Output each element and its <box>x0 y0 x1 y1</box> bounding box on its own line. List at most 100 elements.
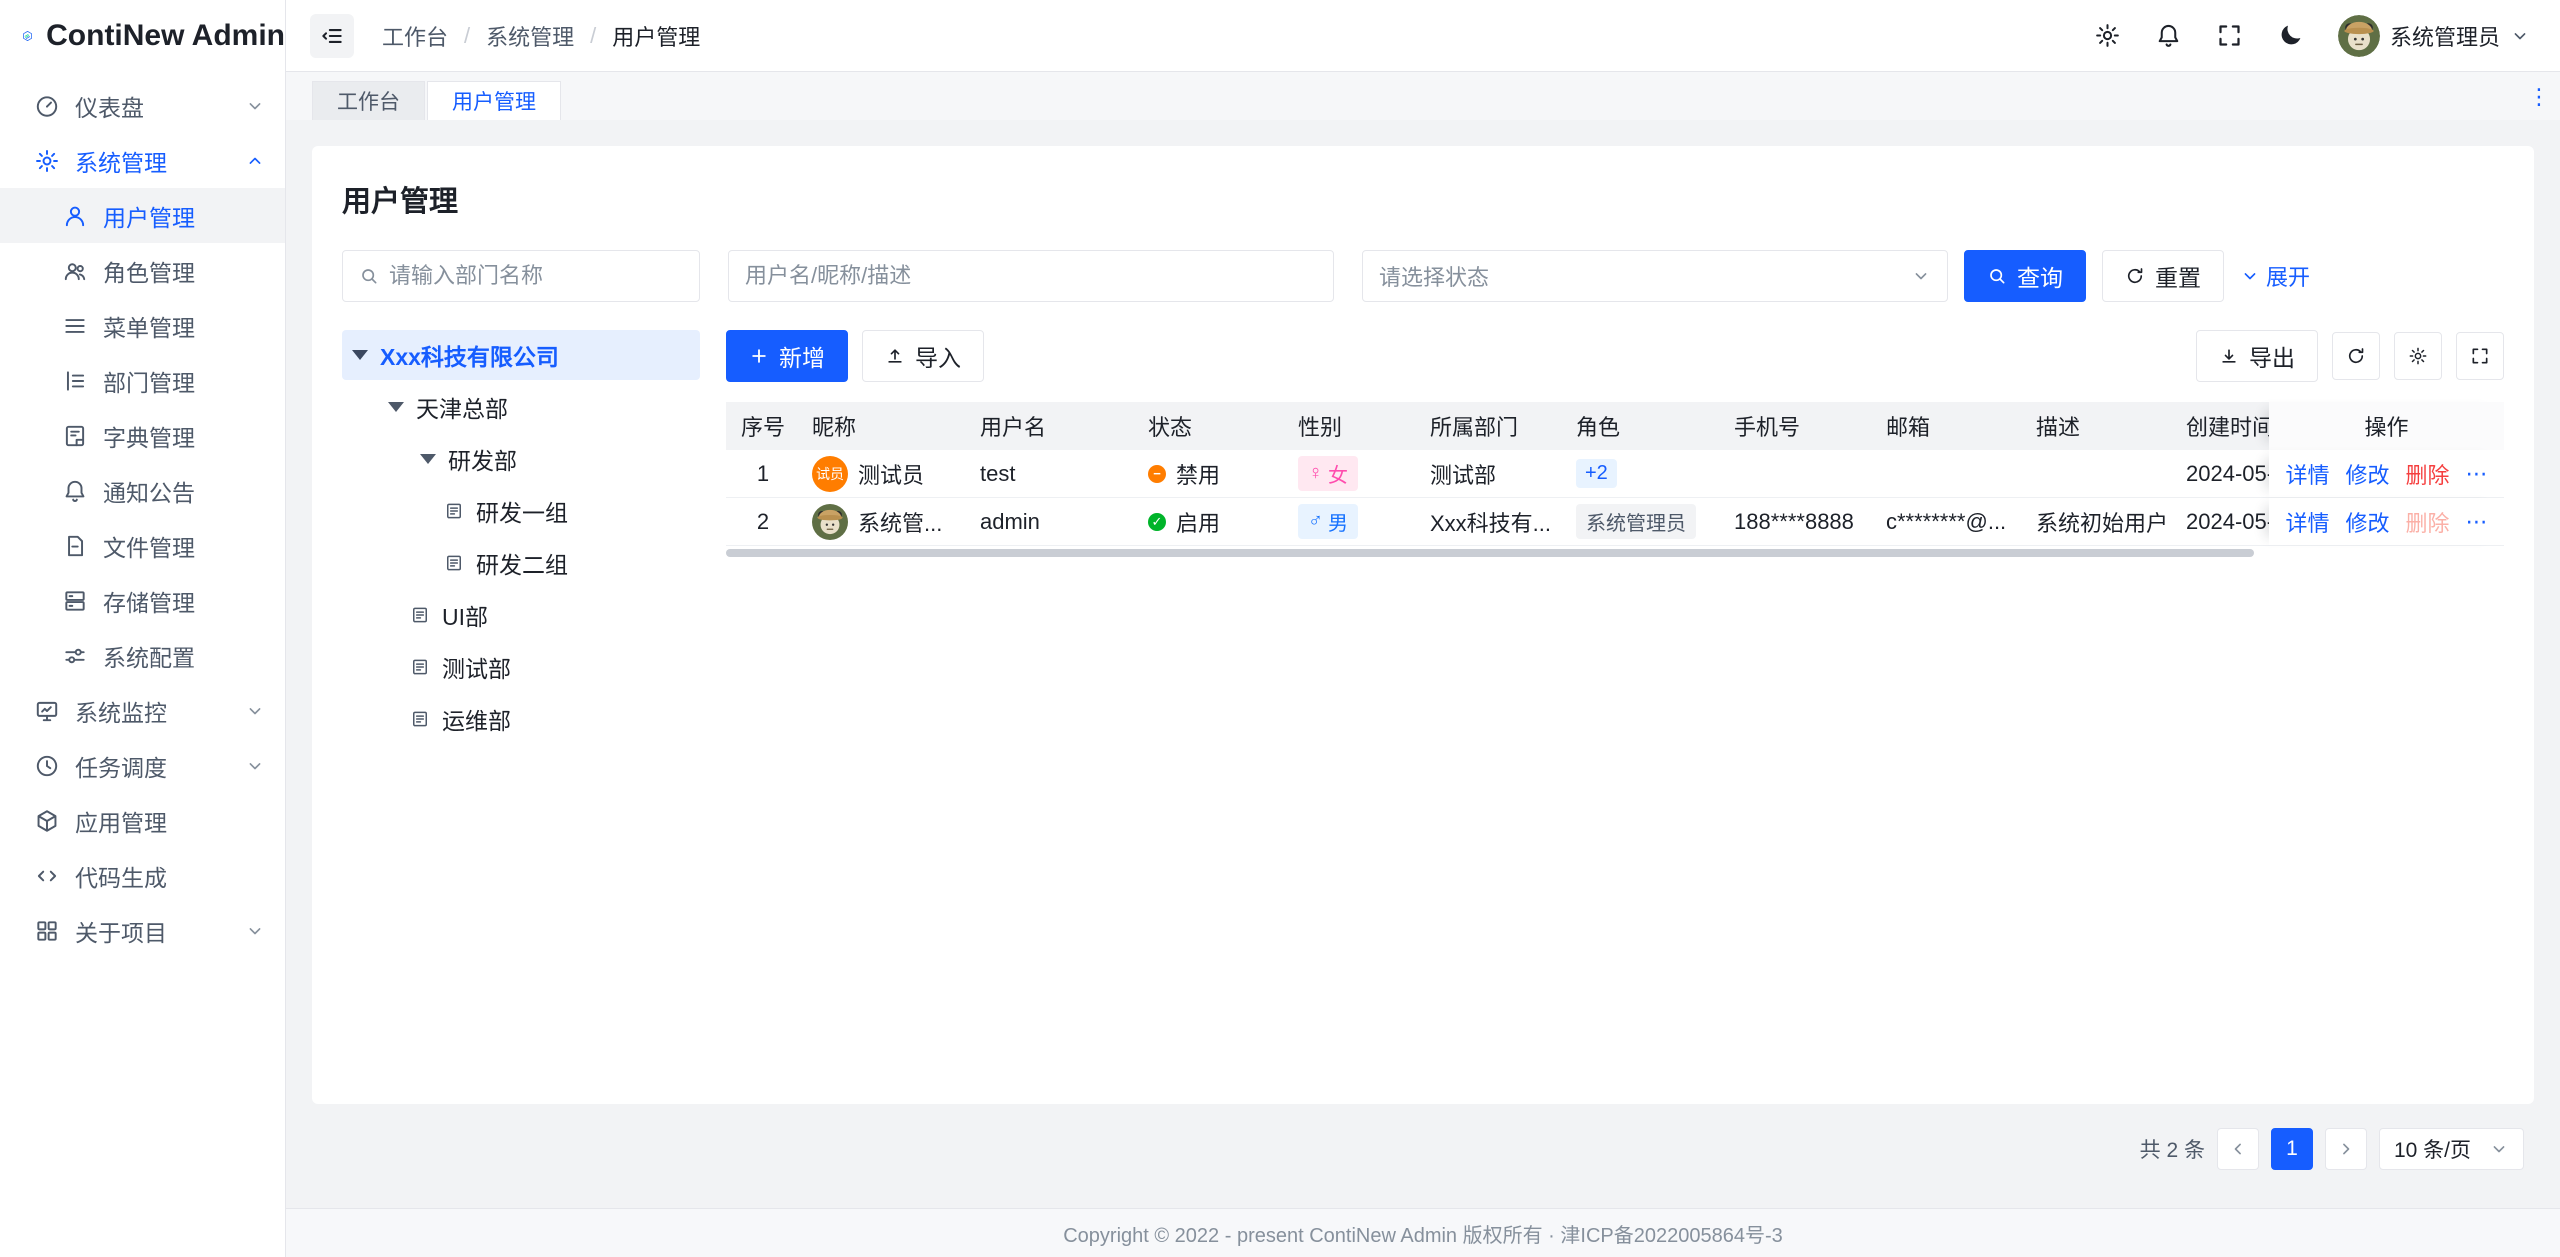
export-button[interactable]: 导出 <box>2196 330 2318 382</box>
sidebar-item-user-management[interactable]: 用户管理 <box>0 188 285 243</box>
app-logo[interactable]: ContiNew Admin <box>0 0 285 72</box>
sidebar-item-app-management[interactable]: 应用管理 <box>0 793 285 848</box>
caret-down-icon[interactable] <box>420 454 436 464</box>
settings-icon[interactable] <box>2094 22 2121 49</box>
table-horizontal-scrollbar[interactable] <box>726 549 2254 557</box>
sidebar-item-menu-management[interactable]: 菜单管理 <box>0 298 285 353</box>
tree-node-rd-dept[interactable]: 研发部 <box>342 434 700 484</box>
breadcrumb-item-current: 用户管理 <box>612 24 701 50</box>
table-settings-button[interactable] <box>2394 332 2442 380</box>
collapse-sidebar-button[interactable] <box>310 13 354 58</box>
created-time: 2024-05-22 09 <box>2186 508 2269 534</box>
user-search-field[interactable] <box>745 263 1317 289</box>
tab-bar: 工作台 用户管理 ⋮ <box>286 72 2560 120</box>
tree-node-tianjin-hq[interactable]: 天津总部 <box>342 382 700 432</box>
page-title: 用户管理 <box>342 186 459 218</box>
dashboard-icon <box>34 93 60 119</box>
avatar <box>812 504 848 540</box>
sidebar-item-dept-management[interactable]: 部门管理 <box>0 353 285 408</box>
caret-down-icon[interactable] <box>388 402 404 412</box>
tree-node-rd-group2[interactable]: 研发二组 <box>342 538 700 588</box>
created-time: 2024-05-22 09 <box>2186 460 2269 486</box>
user-search-input[interactable] <box>728 250 1334 302</box>
role-badge: 系统管理员 <box>1576 504 1696 539</box>
sidebar-item-dashboard[interactable]: 仪表盘 <box>0 78 285 133</box>
sidebar-item-storage-management[interactable]: 存储管理 <box>0 573 285 628</box>
edit-link[interactable]: 修改 <box>2345 510 2390 536</box>
department-icon <box>444 501 464 521</box>
reset-button[interactable]: 重置 <box>2102 250 2224 302</box>
department-icon <box>410 709 430 729</box>
detail-link[interactable]: 详情 <box>2285 462 2330 488</box>
prev-page-button[interactable] <box>2216 1128 2259 1170</box>
username: admin <box>980 508 1040 534</box>
search-button[interactable]: 查询 <box>1964 250 2086 302</box>
search-icon <box>1987 266 2007 286</box>
monitor-icon <box>34 698 60 724</box>
top-header: 工作台 / 系统管理 / 用户管理 系统管理员 <box>286 0 2560 72</box>
dept-search-field[interactable] <box>389 263 683 289</box>
org-list-icon <box>62 368 88 394</box>
sidebar-item-system-config[interactable]: 系统配置 <box>0 628 285 683</box>
tree-node-ops-dept[interactable]: 运维部 <box>342 694 700 744</box>
role-count-badge[interactable]: +2 <box>1576 459 1617 488</box>
add-user-button[interactable]: 新增 <box>726 330 848 382</box>
table-fullscreen-button[interactable] <box>2456 332 2504 380</box>
tree-node-test-dept[interactable]: 测试部 <box>342 642 700 692</box>
expand-filters-link[interactable]: 展开 <box>2240 260 2310 292</box>
avatar: 试员 <box>812 455 848 492</box>
fullscreen-icon[interactable] <box>2216 22 2243 49</box>
sidebar-item-dict-management[interactable]: 字典管理 <box>0 408 285 463</box>
chevron-down-icon <box>245 921 265 941</box>
tab-more-icon[interactable]: ⋮ <box>2528 84 2550 109</box>
sidebar-item-notice[interactable]: 通知公告 <box>0 463 285 518</box>
status-enabled-icon: ✓ <box>1148 512 1166 531</box>
dept-search-input[interactable] <box>342 250 700 302</box>
next-page-button[interactable] <box>2324 1128 2367 1170</box>
more-actions-icon[interactable]: ⋯ <box>2465 460 2488 486</box>
sidebar-item-code-generation[interactable]: 代码生成 <box>0 848 285 903</box>
tab-workbench[interactable]: 工作台 <box>312 81 425 120</box>
user-menu[interactable]: 系统管理员 <box>2338 15 2530 57</box>
main-content: 用户管理 请选择状态 查询 <box>286 120 2560 1257</box>
breadcrumb-item[interactable]: 工作台 <box>382 24 449 50</box>
tree-node-ui-dept[interactable]: UI部 <box>342 590 700 640</box>
gear-icon <box>34 148 60 174</box>
refresh-table-button[interactable] <box>2332 332 2380 380</box>
chevron-down-icon <box>2510 26 2530 46</box>
table-row: 1 试员 测试员 test − 禁用 <box>726 450 2504 498</box>
breadcrumb-item[interactable]: 系统管理 <box>486 24 575 50</box>
edit-link[interactable]: 修改 <box>2345 462 2390 488</box>
collapse-sidebar-icon <box>319 23 345 49</box>
notification-bell-icon[interactable] <box>2155 22 2182 49</box>
status-select[interactable]: 请选择状态 <box>1362 250 1948 302</box>
user-table-area: 新增 导入 导出 <box>726 330 2504 1072</box>
page-number-button[interactable]: 1 <box>2270 1128 2313 1170</box>
copyright-text: Copyright © 2022 - present ContiNew Admi… <box>1063 1224 1783 1247</box>
more-actions-icon[interactable]: ⋯ <box>2465 508 2488 534</box>
tree-node-company[interactable]: Xxx科技有限公司 <box>342 330 700 380</box>
sidebar-item-system-management[interactable]: 系统管理 <box>0 133 285 188</box>
department-icon <box>410 605 430 625</box>
male-icon: ♂ <box>1308 510 1323 532</box>
chevron-down-icon <box>245 96 265 116</box>
user-table: 序号 昵称 用户名 状态 性别 所属部门 角色 手机号 邮箱 描述 创建时间 操… <box>726 402 2504 557</box>
tab-user-management[interactable]: 用户管理 <box>427 81 561 120</box>
caret-down-icon[interactable] <box>352 350 368 360</box>
import-button[interactable]: 导入 <box>862 330 984 382</box>
clock-icon <box>34 753 60 779</box>
sidebar-item-role-management[interactable]: 角色管理 <box>0 243 285 298</box>
detail-link[interactable]: 详情 <box>2285 510 2330 536</box>
username: test <box>980 460 1016 486</box>
department-tree: Xxx科技有限公司 天津总部 研发部 研发一组 <box>342 330 700 1072</box>
chevron-down-icon <box>245 701 265 721</box>
tree-node-rd-group1[interactable]: 研发一组 <box>342 486 700 536</box>
delete-link[interactable]: 删除 <box>2405 462 2450 488</box>
sidebar-item-task-schedule[interactable]: 任务调度 <box>0 738 285 793</box>
dark-mode-moon-icon[interactable] <box>2277 22 2304 49</box>
sidebar-item-about-project[interactable]: 关于项目 <box>0 903 285 958</box>
sidebar-item-system-monitor[interactable]: 系统监控 <box>0 683 285 738</box>
sidebar-item-file-management[interactable]: 文件管理 <box>0 518 285 573</box>
page-size-select[interactable]: 10 条/页 <box>2378 1128 2524 1170</box>
refresh-icon <box>2346 346 2366 366</box>
